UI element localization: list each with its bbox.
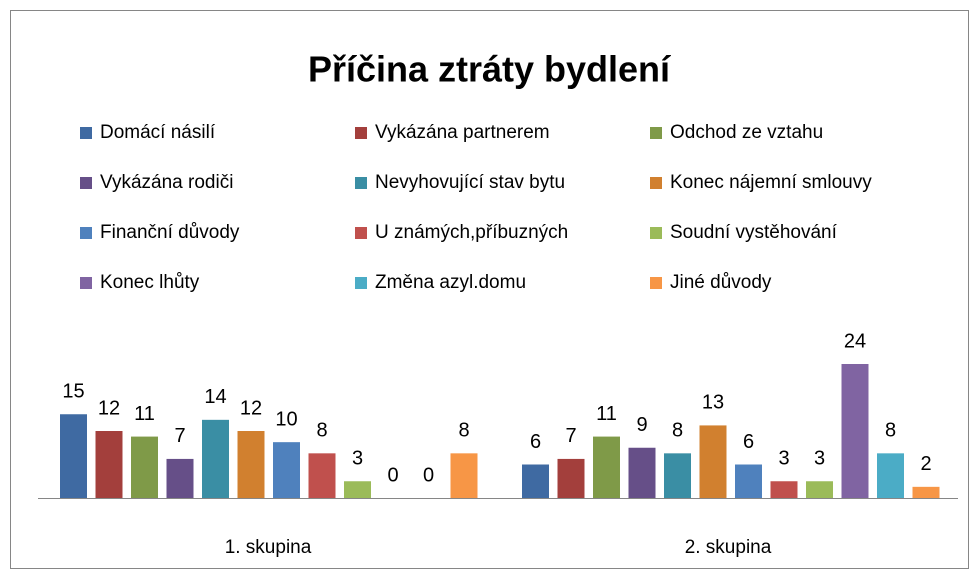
bar (557, 458, 585, 498)
data-label: 7 (174, 425, 185, 447)
legend-label: U známých,příbuzných (375, 222, 568, 243)
legend-label: Konec lhůty (100, 272, 200, 293)
legend-swatch (80, 277, 92, 289)
bar (308, 453, 336, 498)
legend-swatch (80, 127, 92, 139)
legend-swatch (355, 177, 367, 189)
data-label: 3 (778, 448, 789, 470)
legend-swatch (650, 277, 662, 289)
bar (95, 431, 123, 498)
bar (60, 414, 87, 498)
bar (841, 364, 869, 498)
bar (450, 453, 478, 498)
bar (628, 447, 656, 498)
bar (344, 481, 371, 498)
legend-swatch (355, 127, 367, 139)
legend-swatch (650, 127, 662, 139)
legend-label: Vykázána rodiči (100, 172, 233, 193)
legend-swatch (80, 227, 92, 239)
bar (166, 458, 194, 498)
data-label: 0 (387, 464, 398, 486)
data-label: 6 (743, 431, 754, 453)
legend-label: Soudní vystěhování (670, 222, 838, 243)
data-label: 8 (672, 420, 683, 442)
x-tick-label: 1. skupina (225, 537, 312, 558)
data-label: 15 (62, 381, 84, 403)
legend-swatch (355, 277, 367, 289)
data-label: 8 (458, 420, 469, 442)
bar (664, 453, 691, 498)
legend-label: Vykázána partnerem (375, 122, 550, 143)
data-label: 14 (204, 386, 226, 408)
x-tick-label: 2. skupina (685, 537, 772, 558)
data-label: 2 (920, 453, 931, 475)
data-label: 3 (814, 448, 825, 470)
data-label: 10 (275, 408, 297, 430)
legend-swatch (650, 177, 662, 189)
data-label: 7 (565, 425, 576, 447)
data-label: 8 (885, 420, 896, 442)
bar (522, 464, 549, 498)
data-label: 8 (316, 420, 327, 442)
legend-swatch (650, 227, 662, 239)
bar (237, 431, 265, 498)
legend-label: Odchod ze vztahu (670, 122, 823, 143)
bar (202, 419, 229, 498)
legend-label: Domácí násilí (100, 122, 216, 143)
data-label: 9 (636, 414, 647, 436)
bar (735, 464, 762, 498)
bar (770, 481, 798, 498)
data-label: 3 (352, 448, 363, 470)
bar (806, 481, 833, 498)
chart-title: Příčina ztráty bydlení (308, 49, 671, 90)
data-label: 12 (98, 397, 120, 419)
bar (912, 486, 940, 498)
data-label: 11 (596, 403, 617, 425)
legend-swatch (80, 177, 92, 189)
legend-label: Konec nájemní smlouvy (670, 172, 872, 193)
legend-label: Nevyhovující stav bytu (375, 172, 565, 193)
legend-label: Finanční důvody (100, 222, 240, 243)
data-label: 24 (844, 330, 866, 352)
data-label: 13 (702, 392, 724, 414)
data-label: 12 (240, 397, 262, 419)
bar (877, 453, 904, 498)
bar (131, 436, 158, 498)
legend-label: Jiné důvody (670, 272, 772, 293)
data-label: 0 (423, 464, 434, 486)
legend-label: Změna azyl.domu (375, 272, 526, 293)
bar (593, 436, 620, 498)
bar (699, 425, 727, 498)
bar (273, 442, 300, 498)
data-label: 6 (530, 431, 541, 453)
legend-swatch (355, 227, 367, 239)
data-label: 11 (134, 403, 155, 425)
